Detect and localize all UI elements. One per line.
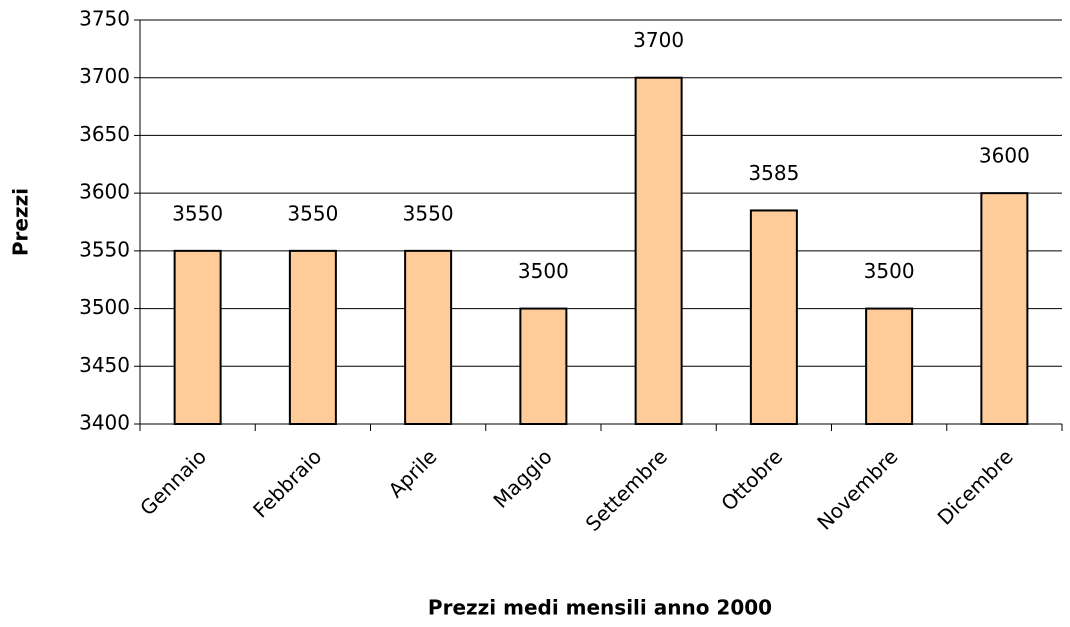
x-tick-label: Febbraio <box>248 444 326 522</box>
x-tick-label: Novembre <box>812 444 902 534</box>
y-tick-label: 3600 <box>79 180 130 204</box>
value-label: 3550 <box>287 201 338 225</box>
value-label: 3500 <box>518 259 569 283</box>
y-tick-label: 3650 <box>79 122 130 146</box>
x-tick-label: Aprile <box>384 444 442 502</box>
value-label: 3550 <box>403 201 454 225</box>
bar <box>865 307 914 426</box>
y-tick-label: 3550 <box>79 237 130 261</box>
y-tick-label: 3750 <box>79 7 130 31</box>
value-label: 3500 <box>864 259 915 283</box>
x-tick-label: Settembre <box>581 444 672 535</box>
value-label: 3585 <box>748 161 799 185</box>
value-label: 3600 <box>979 144 1030 168</box>
y-tick-label: 3500 <box>79 295 130 319</box>
y-tick-label: 3400 <box>79 411 130 435</box>
y-tick-label: 3450 <box>79 353 130 377</box>
x-axis-title: Prezzi medi mensili anno 2000 <box>428 596 772 620</box>
bar <box>404 249 453 425</box>
x-tick-label: Maggio <box>488 444 556 512</box>
bar <box>288 249 337 425</box>
y-tick-label: 3700 <box>79 64 130 88</box>
x-tick-label: Ottobre <box>716 444 787 515</box>
value-label: 3700 <box>633 28 684 52</box>
x-tick-label: Gennaio <box>135 444 211 520</box>
value-label: 3550 <box>172 201 223 225</box>
bar <box>980 192 1029 425</box>
x-tick-label: Dicembre <box>933 444 1018 529</box>
bar <box>519 307 568 426</box>
bar <box>634 76 683 425</box>
bar <box>749 209 798 425</box>
bar <box>173 249 222 425</box>
y-axis-title: Prezzi <box>9 188 33 256</box>
